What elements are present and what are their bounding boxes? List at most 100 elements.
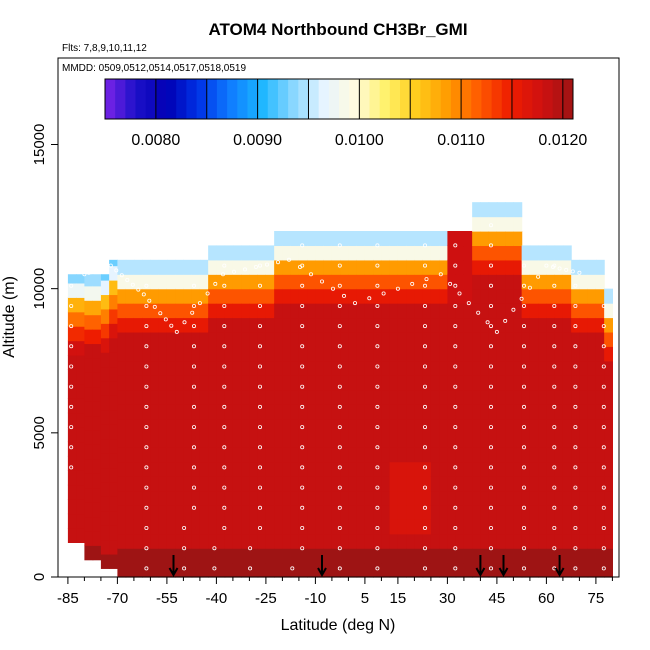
sample-point <box>453 384 458 389</box>
heatmap-cell <box>505 231 514 247</box>
heatmap-cell <box>216 519 226 535</box>
heatmap-cell <box>447 317 457 333</box>
heatmap-cell <box>554 303 564 319</box>
heatmap-cell <box>587 288 597 304</box>
heatmap-cell <box>166 259 176 275</box>
heatmap-cell <box>133 476 143 492</box>
sounding-arrowhead <box>168 567 179 578</box>
heatmap-cell <box>76 369 85 385</box>
heatmap-cell <box>249 259 259 275</box>
sample-point <box>222 425 227 430</box>
heatmap-cell <box>117 432 127 448</box>
heatmap-cell <box>109 337 118 353</box>
heatmap-cell <box>274 519 283 535</box>
heatmap-cell <box>554 375 564 391</box>
heatmap-cell <box>307 404 316 420</box>
heatmap-cell <box>414 490 424 506</box>
heatmap-cell <box>183 288 193 304</box>
heatmap-cell <box>538 259 547 275</box>
heatmap-cell <box>109 395 118 411</box>
heatmap-cell <box>282 360 292 376</box>
heatmap-cell <box>133 519 143 535</box>
heatmap-cell <box>488 476 498 492</box>
heatmap-cell <box>199 274 209 290</box>
heatmap-cell <box>571 346 580 362</box>
heatmap-cell <box>249 418 259 434</box>
heatmap-cell <box>257 461 267 477</box>
heatmap-cell <box>315 548 325 564</box>
heatmap-cell <box>562 432 572 448</box>
heatmap-cell <box>125 418 135 434</box>
sample-point <box>552 526 557 531</box>
heatmap-cell <box>257 519 267 535</box>
heatmap-cell <box>150 562 160 578</box>
sounding-arrowhead <box>475 567 486 578</box>
heatmap-cell <box>513 216 523 232</box>
heatmap-cell <box>290 317 300 333</box>
heatmap-cell <box>587 360 597 376</box>
heatmap-cell <box>331 418 341 434</box>
sample-point <box>375 465 380 470</box>
sample-point <box>352 301 357 306</box>
heatmap-cell <box>595 259 605 275</box>
heatmap-cell <box>604 461 613 477</box>
x-tick-label: -70 <box>107 590 129 607</box>
heatmap-cell <box>315 303 325 319</box>
y-tick-label: 10000 <box>31 268 48 310</box>
sample-point <box>257 465 262 470</box>
heatmap-cell <box>595 375 605 391</box>
heatmap-cell <box>340 231 349 247</box>
heatmap-cell <box>439 404 448 420</box>
heatmap-cell <box>463 519 473 535</box>
heatmap-cell <box>290 490 300 506</box>
heatmap-cell <box>439 303 448 319</box>
heatmap-cell <box>265 447 275 463</box>
heatmap-cell <box>422 389 432 405</box>
heatmap-cell <box>257 274 267 290</box>
sample-point <box>395 286 400 291</box>
heatmap-cell <box>175 360 184 376</box>
sample-point <box>286 257 291 262</box>
heatmap-cell <box>125 404 135 420</box>
heatmap-cell <box>257 360 267 376</box>
heatmap-cell <box>84 429 94 445</box>
heatmap-cell <box>505 418 514 434</box>
heatmap-cell <box>142 504 151 520</box>
heatmap-cell <box>290 303 300 319</box>
colorbar-segment <box>440 79 452 119</box>
heatmap-cell <box>472 360 481 376</box>
heatmap-cell <box>282 447 292 463</box>
heatmap-cell <box>587 303 597 319</box>
heatmap-cell <box>356 519 366 535</box>
heatmap-cell <box>529 245 539 261</box>
heatmap-cell <box>265 418 275 434</box>
heatmap-cell <box>364 231 374 247</box>
heatmap-cell <box>571 418 580 434</box>
heatmap-cell <box>529 490 539 506</box>
sample-point <box>381 291 386 296</box>
heatmap-cell <box>348 346 358 362</box>
heatmap-cell <box>579 346 589 362</box>
heatmap-cell <box>447 259 457 275</box>
heatmap-cell <box>406 418 415 434</box>
heatmap-cell <box>406 245 415 261</box>
sample-point <box>163 317 168 322</box>
heatmap-cell <box>488 259 498 275</box>
heatmap-cell <box>554 533 564 549</box>
heatmap-cell <box>125 432 135 448</box>
heatmap-cell <box>331 317 341 333</box>
heatmap-cell <box>208 490 217 506</box>
heatmap-cell <box>389 346 399 362</box>
sample-point <box>601 384 606 389</box>
heatmap-cell <box>521 245 531 261</box>
colorbar-tick-label: 0.0080 <box>131 132 180 149</box>
heatmap-cell <box>216 375 226 391</box>
heatmap-cell <box>298 404 308 420</box>
heatmap-cell <box>274 245 283 261</box>
heatmap-cell <box>340 404 349 420</box>
heatmap-cell <box>422 231 432 247</box>
heatmap-cell <box>323 418 333 434</box>
heatmap-cell <box>587 418 597 434</box>
heatmap-cell <box>249 317 259 333</box>
heatmap-cell <box>282 288 292 304</box>
